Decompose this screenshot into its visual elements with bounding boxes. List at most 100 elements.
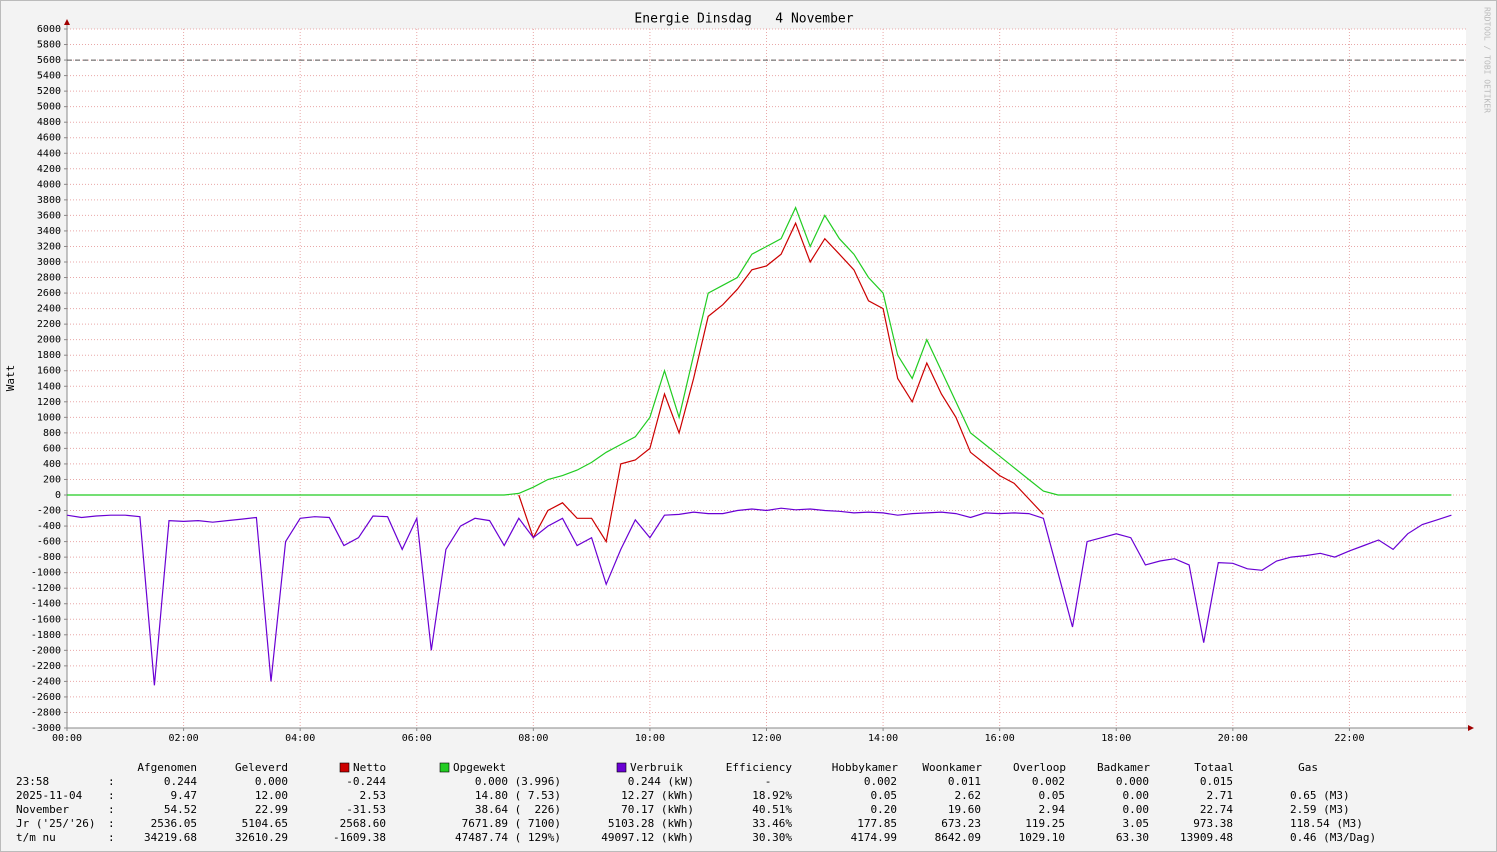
y-tick-label: 3200 — [37, 241, 61, 252]
table-cell: 0.20 — [871, 803, 898, 816]
table-cell: - — [765, 775, 772, 788]
watermark: RRDTOOL / TOBI OETIKER — [1483, 7, 1492, 113]
x-tick-label: 14:00 — [868, 733, 898, 744]
column-header: Badkamer — [1097, 761, 1150, 774]
table-cell: 0.244 (kW) — [628, 775, 694, 788]
separator: : — [108, 831, 115, 844]
table-cell: 9.47 — [171, 789, 198, 802]
legend-label: Opgewekt — [453, 761, 506, 774]
y-tick-label: 400 — [43, 459, 61, 470]
row-label: Jr ('25/'26) — [16, 817, 95, 830]
x-tick-label: 16:00 — [985, 733, 1015, 744]
column-header: Woonkamer — [922, 761, 982, 774]
x-tick-label: 04:00 — [285, 733, 315, 744]
y-tick-label: 4200 — [37, 164, 61, 175]
table-cell: 38.64 ( 226) — [475, 803, 561, 816]
y-tick-label: 4800 — [37, 117, 61, 128]
table-cell: 32610.29 — [235, 831, 288, 844]
stats-table: Afgenomen Geleverd Netto Opgewekt Verbruik Ef… — [16, 761, 1376, 844]
y-tick-label: 5200 — [37, 86, 61, 97]
y-tick-label: 1000 — [37, 412, 61, 423]
y-tick-label: 2600 — [37, 288, 61, 299]
table-cell: -0.244 — [346, 775, 386, 788]
y-tick-label: -2200 — [31, 661, 61, 672]
x-tick-label: 22:00 — [1334, 733, 1364, 744]
table-cell: 5104.65 — [242, 817, 288, 830]
y-tick-label: 1800 — [37, 350, 61, 361]
x-tick-label: 18:00 — [1101, 733, 1131, 744]
series-line — [67, 206, 1452, 496]
y-tick-label: 3600 — [37, 210, 61, 221]
table-cell: 8642.09 — [935, 831, 981, 844]
row-label: 23:58 — [16, 775, 49, 788]
table-cell: 2568.60 — [340, 817, 386, 830]
x-tick-label: 00:00 — [52, 733, 82, 744]
y-tick-label: 2400 — [37, 304, 61, 315]
y-tick-label: -200 — [37, 506, 61, 517]
table-cell: 2.94 — [1039, 803, 1066, 816]
column-header: Gas — [1298, 761, 1318, 774]
table-cell: 70.17 (kWh) — [621, 803, 694, 816]
table-cell: 119.25 — [1025, 817, 1065, 830]
table-cell: 673.23 — [941, 817, 981, 830]
y-tick-label: 4400 — [37, 148, 61, 159]
table-cell: 30.30% — [752, 831, 792, 844]
y-tick-label: 800 — [43, 428, 61, 439]
table-cell: 63.30 — [1116, 831, 1149, 844]
table-cell: 0.011 — [948, 775, 981, 788]
y-tick-label: -2400 — [31, 676, 61, 687]
table-cell: 12.27 (kWh) — [621, 789, 694, 802]
table-cell: 0.05 — [1039, 789, 1066, 802]
table-cell: 22.99 — [255, 803, 288, 816]
column-header: Afgenomen — [137, 761, 197, 774]
column-header: Totaal — [1194, 761, 1234, 774]
y-tick-label: 2000 — [37, 335, 61, 346]
y-tick-label: -2000 — [31, 645, 61, 656]
table-cell: 0.002 — [1032, 775, 1065, 788]
y-tick-label: 4000 — [37, 179, 61, 190]
table-cell: 0.000 (3.996) — [475, 775, 561, 788]
y-tick-label: -3000 — [31, 723, 61, 734]
table-cell: 0.244 — [164, 775, 197, 788]
table-cell: 0.000 — [255, 775, 288, 788]
legend-swatch — [616, 762, 627, 773]
y-axis-label: Watt — [4, 365, 17, 392]
y-tick-label: 2800 — [37, 273, 61, 284]
table-cell: -31.53 — [346, 803, 386, 816]
table-cell: 54.52 — [164, 803, 197, 816]
column-header: Efficiency — [726, 761, 793, 774]
grid: -3000 -2800 -2600 -2400 -2200 -2000 -1800 -1600… — [31, 19, 1474, 744]
y-tick-label: -800 — [37, 552, 61, 563]
table-cell: 40.51% — [752, 803, 792, 816]
axis-arrow — [1468, 725, 1474, 731]
table-cell: 19.60 — [948, 803, 981, 816]
table-cell: 0.05 — [871, 789, 898, 802]
table-cell: 47487.74 ( 129%) — [455, 831, 561, 844]
table-cell: 4174.99 — [851, 831, 897, 844]
y-tick-label: -600 — [37, 537, 61, 548]
table-cell: 1029.10 — [1019, 831, 1065, 844]
y-tick-label: 1600 — [37, 366, 61, 377]
y-tick-label: -1600 — [31, 614, 61, 625]
table-cell: 14.80 ( 7.53) — [475, 789, 561, 802]
table-cell: 18.92% — [752, 789, 792, 802]
y-tick-label: 5800 — [37, 40, 61, 51]
y-tick-label: 5000 — [37, 102, 61, 113]
table-cell: 2.53 — [360, 789, 387, 802]
table-cell: 34219.68 — [144, 831, 197, 844]
separator: : — [108, 775, 115, 788]
separator: : — [108, 817, 115, 830]
table-cell: 5103.28 (kWh) — [608, 817, 694, 830]
table-cell: 49097.12 (kWh) — [601, 831, 694, 844]
y-tick-label: -2600 — [31, 692, 61, 703]
table-cell: 2.59 (M3) — [1290, 803, 1350, 816]
separator: : — [108, 803, 115, 816]
table-cell: 12.00 — [255, 789, 288, 802]
table-cell: 22.74 — [1200, 803, 1233, 816]
column-header: Overloop — [1013, 761, 1066, 774]
x-tick-label: 08:00 — [518, 733, 548, 744]
y-tick-label: 2200 — [37, 319, 61, 330]
y-tick-label: -1800 — [31, 630, 61, 641]
y-tick-label: -2800 — [31, 707, 61, 718]
